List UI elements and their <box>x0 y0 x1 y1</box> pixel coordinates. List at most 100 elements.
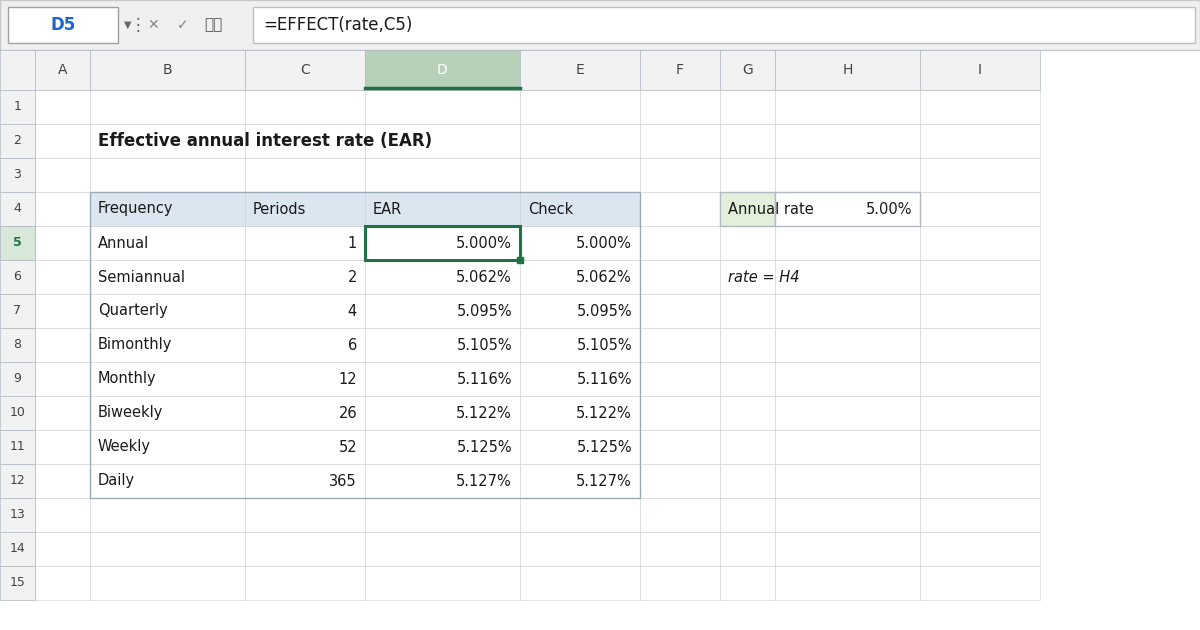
Text: 5.000%: 5.000% <box>456 236 512 251</box>
Bar <box>245 430 365 464</box>
Bar <box>640 158 720 192</box>
Bar <box>245 260 365 294</box>
Bar <box>245 532 365 566</box>
Bar <box>0 396 35 430</box>
Bar <box>920 158 1040 192</box>
Bar <box>365 50 520 90</box>
Bar <box>35 226 90 260</box>
Text: 4: 4 <box>13 202 22 215</box>
Bar <box>365 90 520 124</box>
Bar <box>365 362 520 396</box>
Bar <box>720 464 775 498</box>
Text: 5.125%: 5.125% <box>456 440 512 454</box>
Bar <box>35 260 90 294</box>
Bar <box>775 260 920 294</box>
Text: 5.062%: 5.062% <box>456 270 512 285</box>
Bar <box>640 396 720 430</box>
Bar <box>920 50 1040 90</box>
Text: 11: 11 <box>10 440 25 454</box>
Bar <box>920 294 1040 328</box>
Bar <box>775 294 920 328</box>
Bar <box>520 226 640 260</box>
Bar <box>720 260 775 294</box>
Text: EAR: EAR <box>373 202 402 217</box>
Bar <box>245 566 365 600</box>
Bar <box>720 226 775 260</box>
Bar <box>720 498 775 532</box>
Bar <box>920 362 1040 396</box>
Text: 13: 13 <box>10 508 25 522</box>
Bar <box>640 464 720 498</box>
Bar <box>0 464 35 498</box>
Bar <box>0 498 35 532</box>
Text: 365: 365 <box>329 474 358 488</box>
Bar <box>245 90 365 124</box>
Text: 1: 1 <box>13 101 22 113</box>
Text: D: D <box>437 63 448 77</box>
Text: Daily: Daily <box>98 474 136 488</box>
Text: 12: 12 <box>10 474 25 488</box>
Bar <box>35 192 90 226</box>
Text: 5.095%: 5.095% <box>576 304 632 319</box>
Bar <box>520 566 640 600</box>
Bar <box>520 362 640 396</box>
Bar <box>90 396 245 430</box>
Bar <box>520 192 640 226</box>
Bar <box>775 158 920 192</box>
Text: Weekly: Weekly <box>98 440 151 454</box>
Bar <box>720 192 775 226</box>
Text: ▼: ▼ <box>124 20 132 30</box>
Bar <box>365 124 520 158</box>
Bar <box>0 566 35 600</box>
Text: 5: 5 <box>13 236 22 249</box>
Text: Annual rate: Annual rate <box>728 202 814 217</box>
Bar <box>520 50 640 90</box>
Bar <box>90 532 245 566</box>
Bar <box>775 430 920 464</box>
Bar <box>720 430 775 464</box>
Bar <box>775 396 920 430</box>
Text: 12: 12 <box>338 372 358 386</box>
Bar <box>640 294 720 328</box>
Bar <box>775 328 920 362</box>
Bar <box>0 90 35 124</box>
Bar <box>775 362 920 396</box>
Bar <box>520 396 640 430</box>
Bar <box>640 532 720 566</box>
Text: Effective annual interest rate (EAR): Effective annual interest rate (EAR) <box>98 132 432 150</box>
Bar <box>90 464 245 498</box>
Bar <box>365 464 520 498</box>
Text: 52: 52 <box>338 440 358 454</box>
Bar <box>775 90 920 124</box>
Bar <box>365 328 520 362</box>
Bar <box>920 328 1040 362</box>
Bar <box>520 260 640 294</box>
Bar <box>640 260 720 294</box>
Bar <box>35 430 90 464</box>
Bar <box>920 430 1040 464</box>
Bar <box>245 464 365 498</box>
Text: ✓: ✓ <box>178 18 188 32</box>
Bar <box>720 50 775 90</box>
Text: 26: 26 <box>338 406 358 420</box>
Bar <box>90 90 245 124</box>
Bar <box>720 294 775 328</box>
Bar <box>520 90 640 124</box>
Text: 5.062%: 5.062% <box>576 270 632 285</box>
Bar <box>640 90 720 124</box>
Bar <box>0 294 35 328</box>
Text: 7: 7 <box>13 304 22 318</box>
Text: rate = H4: rate = H4 <box>728 270 799 285</box>
Bar <box>365 192 520 226</box>
Bar <box>0 430 35 464</box>
Text: 5.105%: 5.105% <box>456 338 512 353</box>
Bar <box>8 7 118 43</box>
Bar <box>365 226 520 260</box>
Bar <box>245 396 365 430</box>
Bar <box>720 158 775 192</box>
Bar <box>245 192 365 226</box>
Bar <box>245 294 365 328</box>
Text: 8: 8 <box>13 338 22 352</box>
Text: 5.122%: 5.122% <box>456 406 512 420</box>
Bar <box>920 90 1040 124</box>
